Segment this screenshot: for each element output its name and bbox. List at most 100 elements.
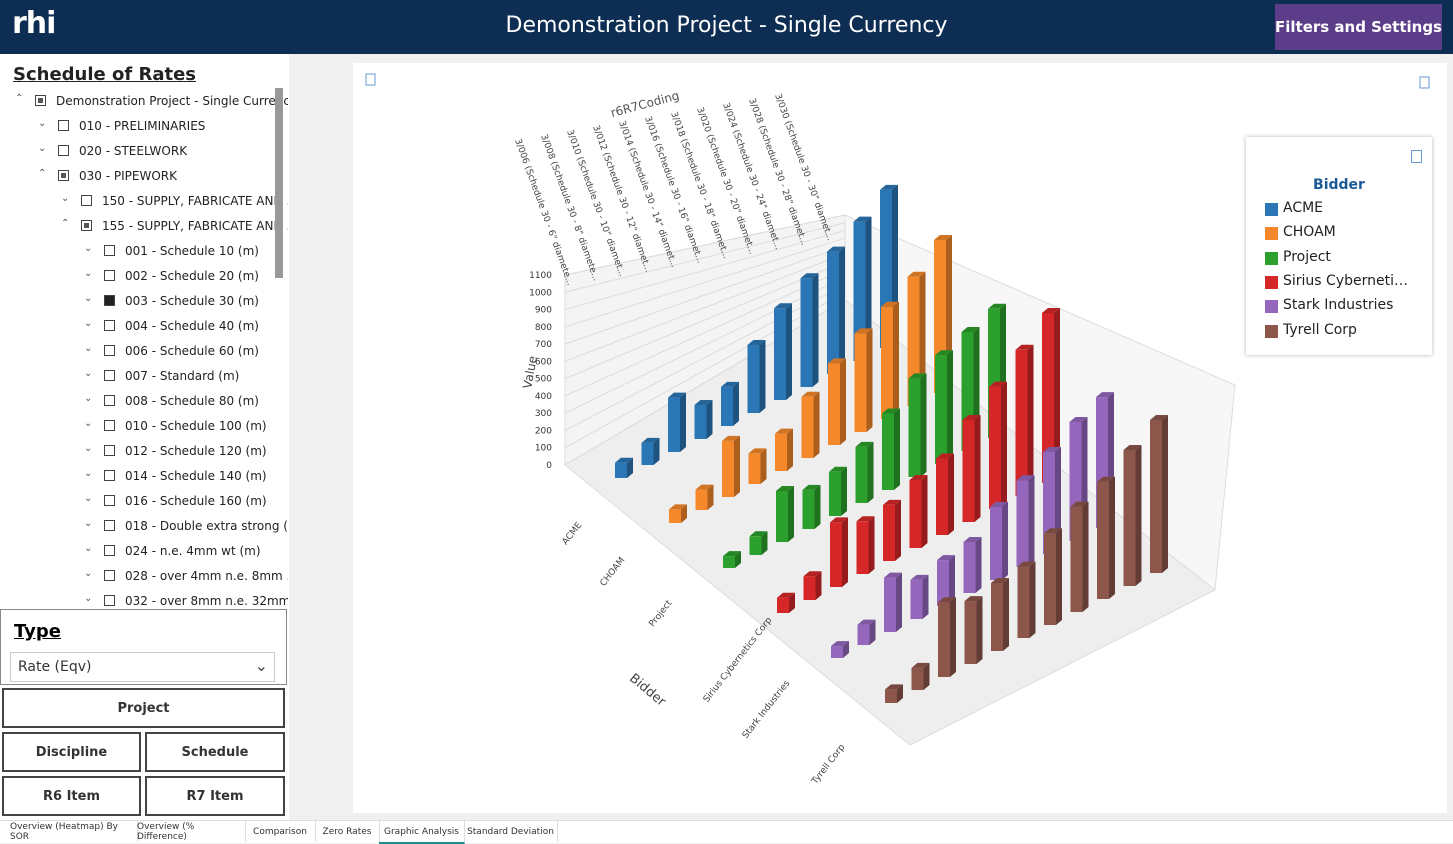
bar-top (909, 475, 928, 480)
focus-icon[interactable] (1419, 76, 1430, 89)
checkbox[interactable] (104, 520, 115, 531)
bar-side (923, 662, 930, 690)
checkbox[interactable] (104, 420, 115, 431)
caret: ⌄ (38, 143, 47, 154)
nav-button[interactable]: Discipline (2, 732, 141, 772)
tree-row[interactable]: ⌄ 004 - Schedule 40 (m) (0, 316, 288, 338)
tree-row[interactable]: ⌄ 020 - STEELWORK (0, 141, 288, 163)
tree-label: Demonstration Project - Single Currency (56, 94, 288, 108)
tree-row[interactable]: ⌄ 028 - over 4mm n.e. 8mm ... (0, 566, 288, 588)
tab[interactable]: Overview (% Difference) (137, 821, 246, 842)
checkbox[interactable] (104, 345, 115, 356)
bar-side (681, 504, 687, 523)
bar-side (1056, 528, 1062, 625)
checkbox[interactable] (104, 445, 115, 456)
nav-button[interactable]: Project (2, 688, 285, 728)
bar (721, 386, 733, 426)
checkbox[interactable] (104, 295, 115, 306)
focus-icon[interactable] (365, 73, 376, 86)
legend-swatch (1265, 251, 1278, 265)
tree-row[interactable]: ⌄ 018 - Double extra strong (... (0, 516, 288, 538)
checkbox[interactable] (81, 195, 92, 206)
nav-button[interactable]: Schedule (145, 732, 285, 772)
bar-side (865, 216, 872, 361)
tree-row[interactable]: ⌄ 014 - Schedule 140 (m) (0, 466, 288, 488)
tab[interactable]: Standard Deviation (464, 821, 558, 842)
bar-top (1017, 561, 1036, 567)
tree-row[interactable]: ⌄ 001 - Schedule 10 (m) (0, 241, 288, 263)
nav-button[interactable]: R7 Item (145, 776, 285, 816)
tab[interactable]: Comparison (245, 821, 316, 842)
checkbox[interactable] (104, 570, 115, 581)
checkbox[interactable] (104, 595, 115, 606)
tree-row[interactable]: ⌄ 024 - n.e. 4mm wt (m) (0, 541, 288, 563)
caret: ⌄ (61, 193, 70, 204)
bar (910, 579, 923, 619)
checkbox[interactable] (104, 245, 115, 256)
tree-row[interactable]: ⌄ 002 - Schedule 20 (m) (0, 266, 288, 288)
bar (827, 251, 839, 374)
tree-row[interactable]: ⌃ 155 - SUPPLY, FABRICATE AND ... (0, 216, 288, 238)
checkbox[interactable] (58, 120, 69, 131)
checkbox[interactable] (104, 370, 115, 381)
bar (1042, 313, 1054, 483)
chart: 0 100 200 300 400 500 600 700 800 900 1000 1100 Valu… (365, 73, 1430, 787)
bar-side (867, 441, 874, 503)
bar (615, 462, 627, 478)
tree-row[interactable]: ⌃ 030 - PIPEWORK (0, 166, 288, 188)
bar-side (975, 537, 982, 593)
bar (1097, 481, 1109, 599)
tree-row[interactable]: ⌄ 032 - over 8mm n.e. 32mm ... (0, 591, 288, 608)
bar-top (885, 684, 903, 690)
nav-button[interactable]: R6 Item (2, 776, 141, 816)
z-axis-title: Bidder (626, 671, 669, 710)
checkbox[interactable] (104, 545, 115, 556)
checkbox[interactable] (81, 220, 92, 231)
tree-row[interactable]: ⌄ 016 - Schedule 160 (m) (0, 491, 288, 513)
caret: ⌄ (84, 343, 93, 354)
bar (856, 521, 869, 574)
tree-row[interactable]: ⌄ 150 - SUPPLY, FABRICATE AND ... (0, 191, 288, 213)
tree-row[interactable]: ⌄ 003 - Schedule 30 (m) (0, 291, 288, 313)
bar-side (868, 516, 875, 574)
focus-icon[interactable] (1411, 150, 1422, 163)
bar (803, 576, 816, 600)
tree-row[interactable]: ⌃ Demonstration Project - Single Currency (0, 91, 288, 113)
grid-line (564, 222, 846, 293)
tree-row[interactable]: ⌄ 007 - Standard (m) (0, 366, 288, 388)
bar-side (815, 571, 822, 600)
checkbox[interactable] (58, 145, 69, 156)
bar-side (950, 597, 956, 677)
checkbox[interactable] (104, 395, 115, 406)
bar (776, 491, 788, 542)
bar-top (1096, 392, 1114, 398)
bar-side (976, 596, 983, 664)
bar (828, 363, 840, 445)
tab[interactable]: Zero Rates (315, 821, 380, 842)
tab[interactable]: Overview (Heatmap) By SOR (10, 821, 138, 842)
bar-top (936, 453, 954, 459)
bar-side (948, 453, 954, 535)
type-dropdown[interactable]: Rate (Eqv) ⌄ (10, 652, 275, 682)
bar-top (962, 415, 981, 420)
checkbox[interactable] (104, 470, 115, 481)
bar-top (856, 516, 875, 522)
checkbox[interactable] (104, 320, 115, 331)
bar (962, 420, 975, 522)
tree-row[interactable]: ⌄ 006 - Schedule 60 (m) (0, 341, 288, 363)
checkbox[interactable] (58, 170, 69, 181)
tree-row[interactable]: ⌄ 012 - Schedule 120 (m) (0, 441, 288, 463)
bar-top (910, 574, 929, 580)
tree-row[interactable]: ⌄ 010 - Schedule 100 (m) (0, 416, 288, 438)
grid-line (564, 253, 846, 362)
checkbox[interactable] (104, 270, 115, 281)
tree-row[interactable]: ⌄ 008 - Schedule 80 (m) (0, 391, 288, 413)
bar (881, 306, 893, 419)
checkbox[interactable] (104, 495, 115, 506)
tab[interactable]: Graphic Analysis (379, 821, 465, 844)
filters-button[interactable]: Filters and Settings (1275, 4, 1442, 50)
tree-row[interactable]: ⌄ 010 - PRELIMINARIES (0, 116, 288, 138)
bar (935, 355, 947, 464)
scrollbar[interactable] (275, 88, 283, 278)
checkbox[interactable] (35, 95, 46, 106)
